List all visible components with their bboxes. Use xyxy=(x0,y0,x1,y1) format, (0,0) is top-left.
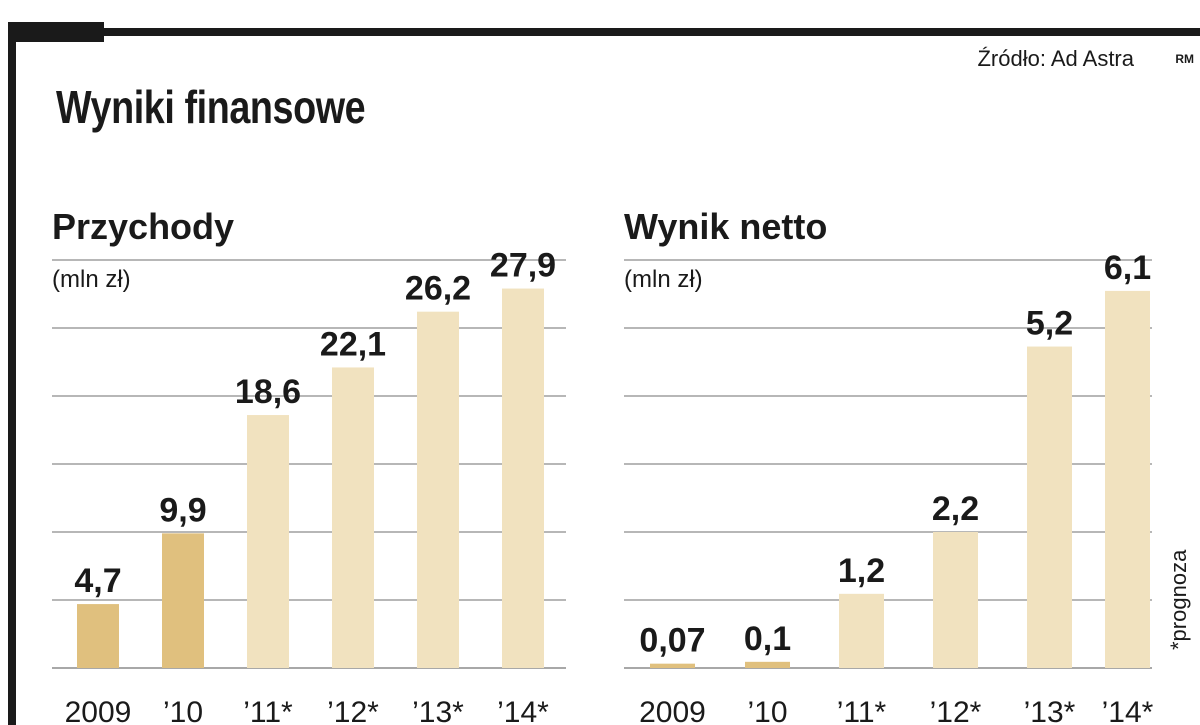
value-label-net-result: 5,2 xyxy=(1026,305,1073,343)
chart-net-result: 0,07 2009 0,1 ’10 1,2 ’11* 2,2 ’12* 5,2 ’13* 6,1 ’1… xyxy=(624,249,1154,725)
value-label-revenue: 22,1 xyxy=(320,325,386,363)
value-label-net-result: 2,2 xyxy=(932,490,979,528)
chart-revenue: 4,7 2009 9,9 ’10 18,6 ’11* 22,1 ’12* 26,2 ’13* 27,… xyxy=(52,247,566,725)
bar-net-result xyxy=(1105,290,1150,668)
value-label-net-result: 1,2 xyxy=(838,552,885,590)
tick-label-revenue: ’10 xyxy=(163,696,203,725)
page-title: Wyniki finansowe xyxy=(56,81,366,133)
tick-label-net-result: ’10 xyxy=(747,696,787,725)
chart-title-revenue: Przychody xyxy=(52,206,235,247)
tick-label-net-result: 2009 xyxy=(639,696,706,725)
frame-left-border xyxy=(8,28,16,725)
bar-revenue xyxy=(502,288,544,668)
value-label-net-result: 6,1 xyxy=(1104,249,1151,287)
value-label-revenue: 18,6 xyxy=(235,373,301,411)
bar-revenue xyxy=(332,367,374,668)
frame-top-border xyxy=(8,28,1200,36)
value-label-revenue: 9,9 xyxy=(159,491,206,529)
chart-unit-revenue: (mln zł) xyxy=(52,266,131,293)
value-label-net-result: 0,07 xyxy=(639,622,705,660)
value-label-revenue: 27,9 xyxy=(490,247,556,285)
value-label-net-result: 0,1 xyxy=(744,620,791,658)
tick-label-revenue: ’14* xyxy=(497,696,549,725)
bar-net-result xyxy=(650,663,695,668)
tick-label-revenue: ’13* xyxy=(412,696,464,725)
chart-unit-net-result: (mln zł) xyxy=(624,266,703,293)
bar-net-result xyxy=(745,661,790,668)
tick-label-revenue: ’12* xyxy=(327,696,379,725)
value-label-revenue: 26,2 xyxy=(405,270,471,308)
bar-revenue xyxy=(162,533,204,668)
bar-net-result xyxy=(933,532,978,668)
bar-net-result xyxy=(1027,346,1072,668)
tick-label-revenue: 2009 xyxy=(65,696,132,725)
tick-label-net-result: ’13* xyxy=(1024,696,1076,725)
value-label-revenue: 4,7 xyxy=(74,562,121,600)
source-tag: RM xyxy=(1175,52,1194,66)
tick-label-revenue: ’11* xyxy=(243,696,293,725)
tick-label-net-result: ’11* xyxy=(837,696,887,725)
frame-corner-block xyxy=(8,22,104,42)
source-label: Źródło: Ad Astra xyxy=(977,46,1134,71)
tick-label-net-result: ’14* xyxy=(1102,696,1154,725)
bar-revenue xyxy=(247,415,289,668)
bar-revenue xyxy=(417,311,459,668)
tick-label-net-result: ’12* xyxy=(930,696,982,725)
bar-net-result xyxy=(839,593,884,668)
chart-title-net-result: Wynik netto xyxy=(624,206,828,247)
bar-revenue xyxy=(77,604,119,668)
